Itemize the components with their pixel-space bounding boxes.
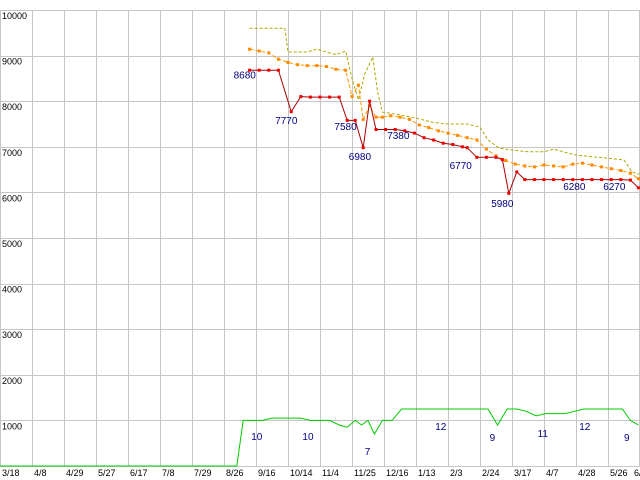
value-label: 8680 — [234, 70, 257, 81]
value-label: 7770 — [275, 116, 298, 127]
y-tick-label: 8000 — [2, 102, 22, 112]
average-price-series — [248, 47, 640, 181]
value-label: 10 — [302, 432, 314, 443]
highest-price-series — [249, 27, 640, 175]
value-label: 12 — [579, 422, 591, 433]
value-label: 7 — [365, 447, 371, 458]
value-label: 7580 — [334, 122, 357, 133]
x-tick-label: 4/28 — [578, 468, 596, 478]
y-tick-label: 2000 — [2, 376, 22, 386]
x-tick-label: 12/16 — [386, 468, 409, 478]
x-tick-label: 5/26 — [610, 468, 628, 478]
x-tick-label: 11/4 — [322, 468, 339, 478]
x-tick-label: 3/18 — [2, 468, 20, 478]
y-tick-label: 9000 — [2, 57, 22, 67]
x-tick-label: 6/2 — [634, 468, 640, 478]
x-tick-label: 4/29 — [66, 468, 84, 478]
value-label: 7380 — [387, 131, 410, 142]
value-label: 5980 — [491, 199, 514, 210]
gridlines — [0, 10, 640, 467]
value-label: 6980 — [349, 152, 372, 163]
x-tick-label: 4/8 — [34, 468, 47, 478]
y-tick-label: 6000 — [2, 193, 22, 203]
x-tick-label: 1/13 — [418, 468, 436, 478]
y-tick-label: 3000 — [2, 330, 22, 340]
y-tick-label: 4000 — [2, 285, 22, 295]
x-tick-label: 8/26 — [226, 468, 244, 478]
x-tick-label: 5/27 — [98, 468, 116, 478]
y-tick-label: 1000 — [2, 421, 22, 431]
y-tick-label: 7000 — [2, 148, 22, 158]
value-label: 6280 — [563, 182, 586, 193]
x-tick-label: 4/7 — [546, 468, 559, 478]
x-tick-label: 7/29 — [194, 468, 212, 478]
value-label: 10 — [251, 432, 263, 443]
x-tick-label: 9/16 — [258, 468, 276, 478]
y-axis-labels: 10000 9000 8000 7000 6000 5000 4000 3000 2000 100… — [2, 11, 27, 431]
x-tick-label: 10/14 — [290, 468, 313, 478]
x-tick-label: 3/17 — [514, 468, 532, 478]
x-tick-label: 2/3 — [450, 468, 463, 478]
value-label: 11 — [538, 429, 549, 440]
value-label: 9 — [624, 433, 630, 444]
lowest-price-series — [248, 68, 640, 196]
x-tick-label: 2/24 — [482, 468, 500, 478]
x-tick-label: 11/25 — [354, 468, 376, 478]
x-tick-label: 7/8 — [162, 468, 175, 478]
value-label: 9 — [490, 433, 496, 444]
y-tick-label: 10000 — [2, 11, 27, 21]
value-label: 6270 — [603, 182, 626, 193]
value-label: 6770 — [450, 161, 473, 172]
store-count-series — [0, 408, 639, 467]
value-label: 12 — [435, 422, 447, 433]
value-labels: 8680 7770 7580 6980 7380 6770 5980 6280 6270 10 10… — [234, 70, 630, 458]
x-tick-label: 6/17 — [130, 468, 148, 478]
y-tick-label: 5000 — [2, 239, 22, 249]
x-axis-labels: 3/18 4/8 4/29 5/27 6/17 7/8 7/29 8/26 9/16 10/14 1… — [2, 468, 640, 478]
